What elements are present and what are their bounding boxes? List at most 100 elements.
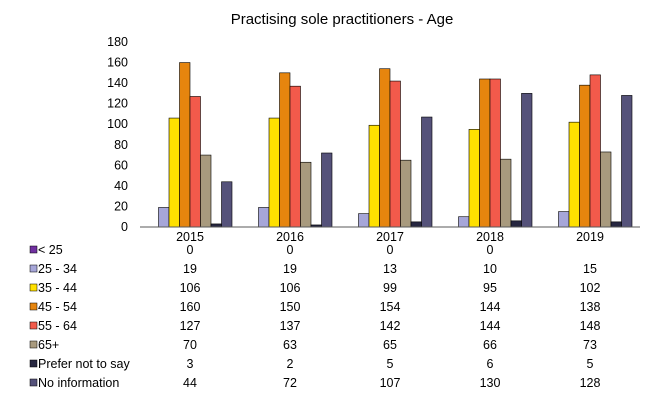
data-label: 106 bbox=[180, 281, 201, 295]
bar bbox=[600, 151, 612, 228]
data-label: 0 bbox=[287, 243, 294, 257]
legend-label: No information bbox=[38, 376, 119, 390]
bar bbox=[579, 84, 591, 228]
legend-label: 35 - 44 bbox=[38, 281, 77, 295]
y-tick-label: 100 bbox=[107, 117, 128, 131]
data-label: 70 bbox=[183, 338, 197, 352]
legend-swatch bbox=[29, 321, 38, 330]
data-label: 148 bbox=[580, 319, 601, 333]
data-label: 2 bbox=[287, 357, 294, 371]
data-label: 99 bbox=[383, 281, 397, 295]
bar bbox=[279, 72, 291, 228]
y-tick-label: 140 bbox=[107, 76, 128, 90]
bar bbox=[468, 129, 480, 228]
data-label: 13 bbox=[383, 262, 397, 276]
legend-swatch bbox=[29, 245, 38, 254]
bar bbox=[610, 221, 622, 228]
legend-label: 65+ bbox=[38, 338, 59, 352]
bar bbox=[200, 154, 212, 228]
bar bbox=[389, 80, 401, 228]
data-label: 3 bbox=[187, 357, 194, 371]
data-label: 107 bbox=[380, 376, 401, 390]
data-label: 142 bbox=[380, 319, 401, 333]
data-label: 144 bbox=[480, 300, 501, 314]
bar bbox=[479, 78, 491, 228]
legend-label: 55 - 64 bbox=[38, 319, 77, 333]
legend-swatch bbox=[29, 302, 38, 311]
data-label: 130 bbox=[480, 376, 501, 390]
data-label: 160 bbox=[180, 300, 201, 314]
bar bbox=[300, 161, 312, 228]
data-label: 5 bbox=[587, 357, 594, 371]
data-label: 15 bbox=[583, 262, 597, 276]
legend-swatch bbox=[29, 283, 38, 292]
data-label: 19 bbox=[183, 262, 197, 276]
bar bbox=[268, 117, 280, 228]
bar bbox=[221, 181, 233, 228]
data-label: 106 bbox=[280, 281, 301, 295]
data-label: 102 bbox=[580, 281, 601, 295]
data-label: 0 bbox=[487, 243, 494, 257]
data-label: 127 bbox=[180, 319, 201, 333]
x-tick-label: 2019 bbox=[576, 230, 604, 244]
legend-label: Prefer not to say bbox=[38, 357, 130, 371]
bar bbox=[158, 207, 170, 228]
bars bbox=[140, 62, 640, 228]
bar bbox=[558, 211, 570, 228]
data-label: 0 bbox=[387, 243, 394, 257]
y-tick-label: 160 bbox=[107, 56, 128, 70]
bar bbox=[400, 159, 412, 228]
bar bbox=[189, 96, 201, 228]
bar bbox=[289, 85, 301, 228]
data-label: 6 bbox=[487, 357, 494, 371]
legend-label: 45 - 54 bbox=[38, 300, 77, 314]
bar bbox=[358, 213, 370, 228]
legend-swatch bbox=[29, 359, 38, 368]
chart-title: Practising sole practitioners - Age bbox=[231, 11, 454, 28]
x-tick-label: 2018 bbox=[476, 230, 504, 244]
bar bbox=[179, 62, 191, 228]
data-label: 19 bbox=[283, 262, 297, 276]
data-label: 5 bbox=[387, 357, 394, 371]
bar bbox=[410, 221, 422, 228]
data-label: 154 bbox=[380, 300, 401, 314]
y-tick-label: 0 bbox=[121, 220, 128, 234]
bar bbox=[510, 220, 522, 228]
data-label: 65 bbox=[383, 338, 397, 352]
y-tick-label: 60 bbox=[114, 158, 128, 172]
bar bbox=[521, 93, 533, 228]
y-tick-label: 120 bbox=[107, 97, 128, 111]
legend-label: 25 - 34 bbox=[38, 262, 77, 276]
bar bbox=[321, 152, 333, 228]
data-label: 150 bbox=[280, 300, 301, 314]
data-table: 2015 2016 2017 2018 2019 < 25 0 0 0 0 25 - 34 19 19 1… bbox=[29, 230, 604, 390]
bar bbox=[621, 95, 633, 228]
bar bbox=[258, 207, 270, 228]
y-tick-label: 80 bbox=[114, 138, 128, 152]
bar bbox=[489, 78, 501, 228]
bar bbox=[568, 121, 580, 228]
y-axis: 0 20 40 60 80 100 120 140 160 180 bbox=[107, 35, 128, 234]
y-tick-label: 180 bbox=[107, 35, 128, 49]
data-label: 95 bbox=[483, 281, 497, 295]
data-label: 63 bbox=[283, 338, 297, 352]
legend-swatch bbox=[29, 378, 38, 387]
bar bbox=[500, 158, 512, 228]
bar bbox=[168, 117, 180, 228]
data-label: 73 bbox=[583, 338, 597, 352]
data-label: 0 bbox=[187, 243, 194, 257]
bar bbox=[421, 116, 433, 228]
data-label: 137 bbox=[280, 319, 301, 333]
bar bbox=[379, 68, 391, 228]
legend-label: < 25 bbox=[38, 243, 63, 257]
y-tick-label: 40 bbox=[114, 179, 128, 193]
x-tick-label: 2017 bbox=[376, 230, 404, 244]
bar bbox=[368, 124, 380, 228]
data-label: 10 bbox=[483, 262, 497, 276]
x-tick-label: 2015 bbox=[176, 230, 204, 244]
x-tick-label: 2016 bbox=[276, 230, 304, 244]
data-label: 44 bbox=[183, 376, 197, 390]
data-label: 72 bbox=[283, 376, 297, 390]
legend-swatch bbox=[29, 340, 38, 349]
